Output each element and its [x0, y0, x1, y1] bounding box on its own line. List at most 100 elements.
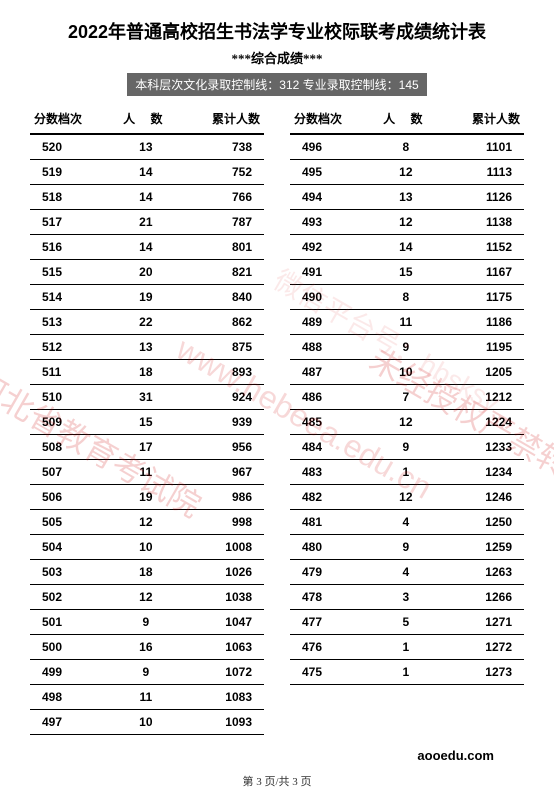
cell-cumulative: 1272 — [444, 635, 524, 660]
cell-score: 491 — [290, 260, 367, 285]
cell-count: 11 — [367, 310, 444, 335]
table-row: 487101205 — [290, 360, 524, 385]
cell-score: 479 — [290, 560, 367, 585]
cell-count: 19 — [107, 285, 184, 310]
cell-score: 498 — [30, 685, 107, 710]
cell-count: 13 — [367, 185, 444, 210]
table-row: 500161063 — [30, 635, 264, 660]
cell-score: 485 — [290, 410, 367, 435]
table-row: 47831266 — [290, 585, 524, 610]
cell-count: 1 — [367, 635, 444, 660]
right-column: 分数档次 人 数 累计人数 49681101495121113494131126… — [290, 106, 524, 735]
cell-cumulative: 967 — [184, 460, 264, 485]
cell-count: 14 — [367, 235, 444, 260]
cell-count: 7 — [367, 385, 444, 410]
cell-count: 21 — [107, 210, 184, 235]
table-row: 51721787 — [30, 210, 264, 235]
cell-score: 486 — [290, 385, 367, 410]
cell-count: 13 — [107, 134, 184, 160]
cell-score: 512 — [30, 335, 107, 360]
cell-cumulative: 924 — [184, 385, 264, 410]
cell-cumulative: 1246 — [444, 485, 524, 510]
cell-score: 507 — [30, 460, 107, 485]
cell-cumulative: 1186 — [444, 310, 524, 335]
table-row: 491151167 — [290, 260, 524, 285]
cell-cumulative: 1233 — [444, 435, 524, 460]
cell-score: 506 — [30, 485, 107, 510]
cell-count: 12 — [367, 485, 444, 510]
cell-cumulative: 1271 — [444, 610, 524, 635]
col-header-score: 分数档次 — [290, 106, 367, 134]
cell-count: 12 — [367, 210, 444, 235]
cell-count: 20 — [107, 260, 184, 285]
cell-cumulative: 1113 — [444, 160, 524, 185]
right-table: 分数档次 人 数 累计人数 49681101495121113494131126… — [290, 106, 524, 685]
cell-count: 9 — [367, 535, 444, 560]
cell-cumulative: 1266 — [444, 585, 524, 610]
col-header-count: 人 数 — [107, 106, 184, 134]
cell-score: 488 — [290, 335, 367, 360]
table-row: 503181026 — [30, 560, 264, 585]
cell-count: 18 — [107, 360, 184, 385]
page-title: 2022年普通高校招生书法学专业校际联考成绩统计表 — [30, 18, 524, 44]
table-row: 48891195 — [290, 335, 524, 360]
cell-score: 481 — [290, 510, 367, 535]
table-row: 49991072 — [30, 660, 264, 685]
cell-score: 475 — [290, 660, 367, 685]
cell-count: 3 — [367, 585, 444, 610]
cell-score: 482 — [290, 485, 367, 510]
cell-cumulative: 1063 — [184, 635, 264, 660]
cell-count: 9 — [107, 610, 184, 635]
cell-score: 515 — [30, 260, 107, 285]
cell-count: 18 — [107, 560, 184, 585]
cell-count: 14 — [107, 160, 184, 185]
table-row: 49081175 — [290, 285, 524, 310]
table-row: 504101008 — [30, 535, 264, 560]
table-row: 52013738 — [30, 134, 264, 160]
cell-score: 518 — [30, 185, 107, 210]
cell-cumulative: 766 — [184, 185, 264, 210]
cell-cumulative: 1126 — [444, 185, 524, 210]
cell-cumulative: 1072 — [184, 660, 264, 685]
col-header-count: 人 数 — [367, 106, 444, 134]
table-row: 51213875 — [30, 335, 264, 360]
cell-cumulative: 1093 — [184, 710, 264, 735]
table-row: 48141250 — [290, 510, 524, 535]
cell-count: 4 — [367, 510, 444, 535]
table-row: 47611272 — [290, 635, 524, 660]
cell-cumulative: 1273 — [444, 660, 524, 685]
cell-cumulative: 1175 — [444, 285, 524, 310]
table-row: 489111186 — [290, 310, 524, 335]
table-row: 492141152 — [290, 235, 524, 260]
cell-score: 513 — [30, 310, 107, 335]
cell-count: 11 — [107, 685, 184, 710]
cell-count: 11 — [107, 460, 184, 485]
cutoff-banner: 本科层次文化录取控制线：312 专业录取控制线：145 — [127, 73, 427, 96]
table-row: 49681101 — [290, 134, 524, 160]
cell-cumulative: 1167 — [444, 260, 524, 285]
cell-count: 16 — [107, 635, 184, 660]
cell-score: 511 — [30, 360, 107, 385]
table-row: 47511273 — [290, 660, 524, 685]
cell-cumulative: 893 — [184, 360, 264, 385]
cell-cumulative: 939 — [184, 410, 264, 435]
table-row: 50817956 — [30, 435, 264, 460]
cell-score: 499 — [30, 660, 107, 685]
page-footer: 第 3 页/共 3 页 — [0, 773, 554, 789]
cell-count: 15 — [367, 260, 444, 285]
table-row: 495121113 — [290, 160, 524, 185]
cell-count: 10 — [107, 710, 184, 735]
page: 2022年普通高校招生书法学专业校际联考成绩统计表 ***综合成绩*** 本科层… — [0, 0, 554, 735]
columns: 分数档次 人 数 累计人数 52013738519147525181476651… — [30, 106, 524, 735]
cell-score: 500 — [30, 635, 107, 660]
cell-score: 480 — [290, 535, 367, 560]
table-row: 51520821 — [30, 260, 264, 285]
cell-count: 10 — [107, 535, 184, 560]
col-header-cumulative: 累计人数 — [184, 106, 264, 134]
cell-cumulative: 1259 — [444, 535, 524, 560]
cell-cumulative: 1234 — [444, 460, 524, 485]
table-row: 51419840 — [30, 285, 264, 310]
cell-count: 1 — [367, 460, 444, 485]
cell-cumulative: 821 — [184, 260, 264, 285]
cell-count: 9 — [107, 660, 184, 685]
